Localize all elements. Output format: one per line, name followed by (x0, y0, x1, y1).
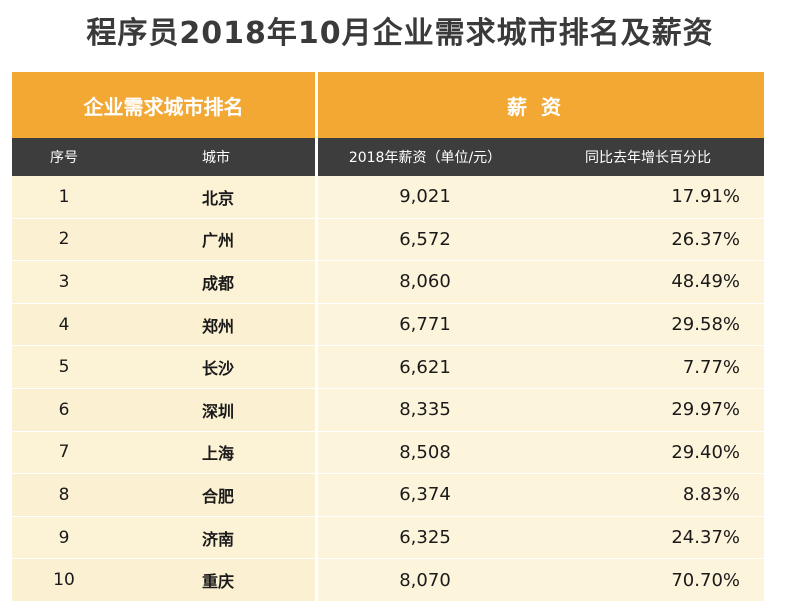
column-divider (315, 388, 318, 431)
salary-cell: 6,621 (318, 346, 532, 388)
salary-cell: 9,021 (318, 176, 532, 218)
column-header-rank: 序号 (50, 150, 78, 166)
table-row: 5 长沙 6,621 7.77% (12, 346, 764, 389)
column-header-salary: 2018年薪资（单位/元） (348, 150, 502, 166)
column-divider (315, 346, 318, 388)
column-header-row: 序号 城市 2018年薪资（单位/元） 同比去年增长百分比 (12, 138, 764, 176)
growth-cell: 17.91% (532, 176, 764, 218)
growth-cell: 8.83% (532, 474, 764, 516)
column-divider (315, 303, 318, 346)
growth-cell: 48.49% (532, 261, 764, 303)
table-body: 1 北京 9,021 17.91% 2 广州 6,572 26.37% 3 成都… (12, 176, 764, 602)
rank-cell: 8 (12, 474, 116, 516)
table-row: 7 上海 8,508 29.40% (12, 431, 764, 475)
city-cell: 长沙 (116, 346, 315, 388)
rank-cell: 3 (12, 261, 116, 303)
group-header-ranking: 企业需求城市排名 (12, 72, 315, 138)
column-divider (315, 431, 318, 474)
salary-cell: 6,325 (318, 516, 532, 559)
growth-cell: 29.97% (532, 388, 764, 431)
city-cell: 合肥 (116, 474, 315, 516)
table-row: 2 广州 6,572 26.37% (12, 218, 764, 262)
growth-cell: 7.77% (532, 346, 764, 388)
column-header-growth: 同比去年增长百分比 (585, 150, 711, 166)
table-row: 1 北京 9,021 17.91% (12, 176, 764, 219)
column-divider (315, 516, 318, 559)
city-cell: 深圳 (116, 388, 315, 431)
rank-cell: 7 (12, 431, 116, 474)
growth-cell: 26.37% (532, 218, 764, 261)
table-row: 8 合肥 6,374 8.83% (12, 474, 764, 517)
city-cell: 郑州 (116, 303, 315, 346)
salary-cell: 8,335 (318, 388, 532, 431)
rank-cell: 1 (12, 176, 116, 218)
table-row: 10 重庆 8,070 70.70% (12, 559, 764, 602)
column-divider (315, 176, 318, 218)
city-cell: 广州 (116, 218, 315, 261)
city-cell: 济南 (116, 516, 315, 559)
rank-cell: 9 (12, 516, 116, 559)
city-cell: 成都 (116, 261, 315, 303)
column-divider (315, 559, 318, 601)
table-row: 9 济南 6,325 24.37% (12, 516, 764, 560)
column-header-city: 城市 (202, 150, 230, 166)
group-header-row: 企业需求城市排名 薪资 (12, 72, 764, 138)
rank-cell: 4 (12, 303, 116, 346)
column-divider (315, 138, 318, 176)
city-cell: 重庆 (116, 559, 315, 601)
city-cell: 上海 (116, 431, 315, 474)
salary-cell: 8,060 (318, 261, 532, 303)
salary-cell: 6,374 (318, 474, 532, 516)
group-header-salary: 薪资 (318, 72, 764, 138)
rank-cell: 2 (12, 218, 116, 261)
column-divider (315, 218, 318, 261)
rank-cell: 10 (12, 559, 116, 601)
column-divider (315, 261, 318, 303)
table-row: 6 深圳 8,335 29.97% (12, 388, 764, 432)
table-row: 3 成都 8,060 48.49% (12, 261, 764, 304)
salary-table: 企业需求城市排名 薪资 序号 城市 2018年薪资（单位/元） 同比去年增长百分… (12, 72, 764, 602)
growth-cell: 29.58% (532, 303, 764, 346)
rank-cell: 5 (12, 346, 116, 388)
table-row: 4 郑州 6,771 29.58% (12, 303, 764, 347)
salary-cell: 6,572 (318, 218, 532, 261)
growth-cell: 70.70% (532, 559, 764, 601)
growth-cell: 29.40% (532, 431, 764, 474)
salary-cell: 6,771 (318, 303, 532, 346)
salary-cell: 8,070 (318, 559, 532, 601)
page-title: 程序员2018年10月企业需求城市排名及薪资 (86, 16, 714, 51)
column-divider (315, 474, 318, 516)
salary-cell: 8,508 (318, 431, 532, 474)
growth-cell: 24.37% (532, 516, 764, 559)
rank-cell: 6 (12, 388, 116, 431)
city-cell: 北京 (116, 176, 315, 218)
